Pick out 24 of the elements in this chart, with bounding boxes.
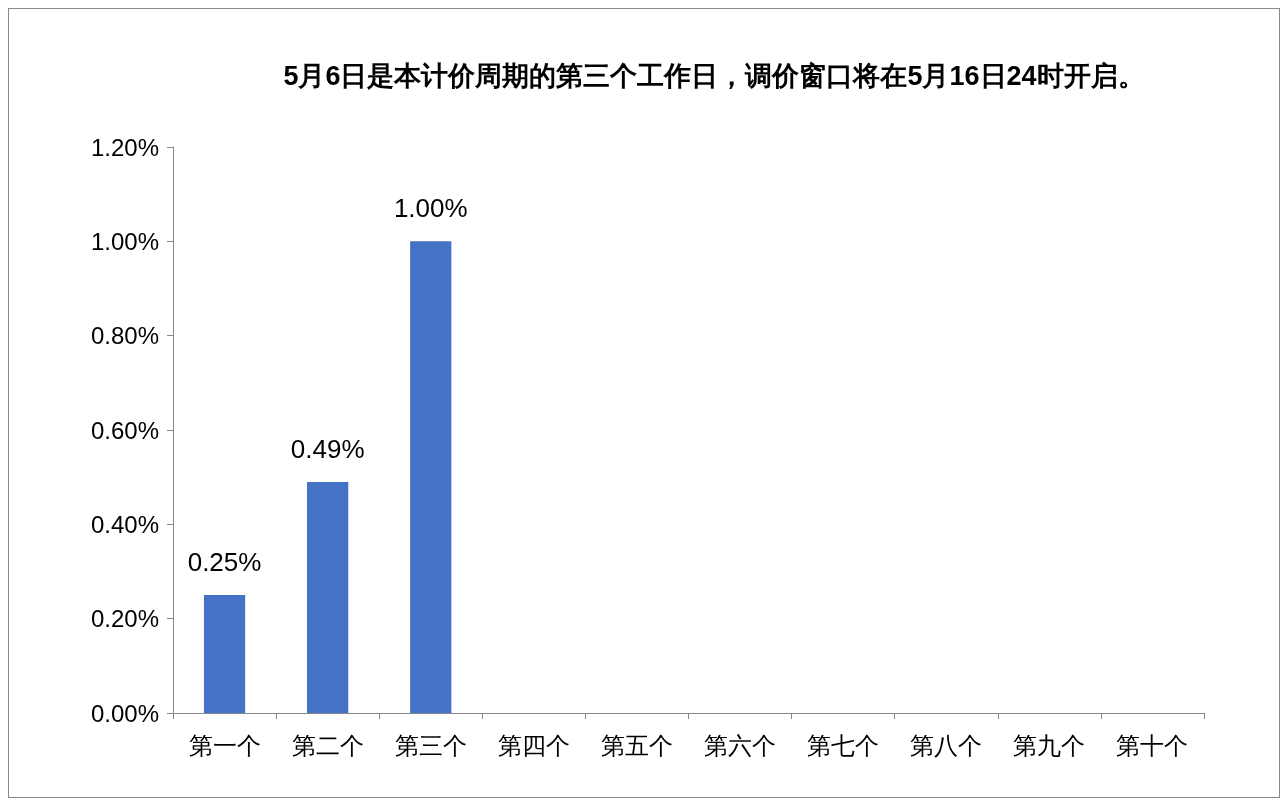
x-tick-label: 第一个 (188, 731, 261, 759)
y-tick-label: 0.20% (90, 605, 159, 633)
x-tick-label: 第六个 (704, 731, 777, 759)
x-tick-label: 第二个 (291, 731, 364, 759)
y-tick-label: 1.00% (90, 227, 159, 255)
x-tick-label: 第八个 (910, 731, 983, 759)
bar (410, 241, 452, 713)
y-tick-label: 0.60% (90, 416, 159, 444)
chart-title: 5月6日是本计价周期的第三个工作日，调价窗口将在5月16日24时开启。 (283, 60, 1145, 91)
data-label: 0.49% (290, 433, 365, 464)
x-tick-label: 第九个 (1013, 731, 1086, 759)
x-tick-label: 第七个 (807, 731, 880, 759)
y-tick-label: 0.00% (90, 699, 159, 727)
data-label: 1.00% (393, 193, 468, 224)
data-label: 0.25% (187, 547, 262, 578)
bar (203, 595, 246, 713)
bar (307, 481, 349, 713)
y-tick-label: 1.20% (90, 133, 159, 161)
y-tick-label: 0.80% (90, 322, 159, 350)
x-tick-label: 第五个 (600, 731, 673, 759)
x-tick-label: 第四个 (497, 731, 570, 759)
y-tick-label: 0.40% (90, 510, 159, 538)
x-tick-label: 第十个 (1116, 731, 1189, 759)
x-tick-label: 第三个 (394, 731, 467, 759)
